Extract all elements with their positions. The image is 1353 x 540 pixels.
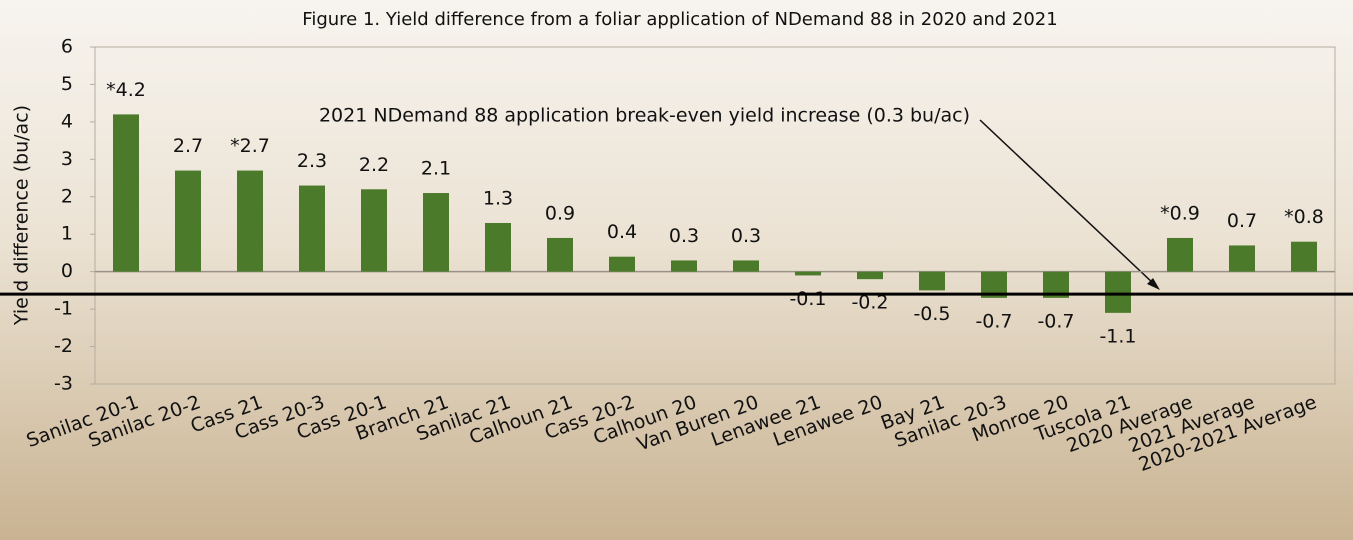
y-tick-label: 5 — [61, 73, 73, 95]
y-tick-label: -2 — [54, 335, 73, 357]
bar — [795, 271, 821, 276]
value-label: *0.8 — [1284, 206, 1324, 228]
value-label: -0.5 — [913, 303, 950, 325]
arrow-head — [1147, 278, 1160, 290]
bar — [547, 237, 573, 272]
value-label: 0.3 — [669, 225, 699, 247]
bar — [1291, 241, 1317, 272]
y-tick-label: 3 — [61, 148, 73, 170]
value-label: *0.9 — [1160, 202, 1200, 224]
value-label: 2.2 — [359, 154, 389, 176]
bar — [1105, 271, 1131, 313]
value-label: 0.7 — [1227, 210, 1257, 232]
value-label: 2.3 — [297, 150, 327, 172]
y-tick-label: 0 — [61, 260, 73, 282]
value-label: 0.3 — [731, 225, 761, 247]
bar — [299, 185, 325, 272]
annotation-arrow — [979, 119, 1156, 286]
y-tick-label: 4 — [61, 110, 73, 132]
bar — [857, 271, 883, 280]
bar — [237, 170, 263, 272]
y-tick-label: -1 — [54, 298, 73, 320]
y-tick-label: 2 — [61, 185, 73, 207]
y-axis-label: Yield difference (bu/ac) — [11, 105, 33, 326]
value-label: -0.7 — [1037, 310, 1074, 332]
bar — [175, 170, 201, 272]
y-tick-label: 6 — [61, 36, 73, 58]
value-label: 0.4 — [607, 221, 637, 243]
value-label: -0.2 — [851, 292, 888, 314]
value-label: 1.3 — [483, 187, 513, 209]
value-label: -0.7 — [975, 310, 1012, 332]
plot-frame — [94, 46, 1336, 385]
bar — [733, 260, 759, 272]
y-tick-label: 1 — [61, 223, 73, 245]
bar — [485, 222, 511, 272]
bar — [1167, 237, 1193, 272]
bar — [423, 193, 449, 272]
bar — [113, 114, 139, 272]
bar — [919, 271, 945, 291]
bar — [361, 189, 387, 272]
chart-title: Figure 1. Yield difference from a foliar… — [302, 9, 1057, 30]
annotation: 2021 NDemand 88 application break-even y… — [319, 105, 970, 127]
value-label: 2.1 — [421, 158, 451, 180]
bar — [1229, 245, 1255, 272]
value-label: *2.7 — [230, 135, 270, 157]
bar — [609, 256, 635, 272]
y-tick-label: -3 — [54, 373, 73, 395]
value-label: 2.7 — [173, 135, 203, 157]
value-label: 0.9 — [545, 202, 575, 224]
value-label: *4.2 — [106, 79, 146, 101]
bar — [671, 260, 697, 272]
value-label: -0.1 — [789, 288, 826, 310]
value-label: -1.1 — [1099, 325, 1136, 347]
